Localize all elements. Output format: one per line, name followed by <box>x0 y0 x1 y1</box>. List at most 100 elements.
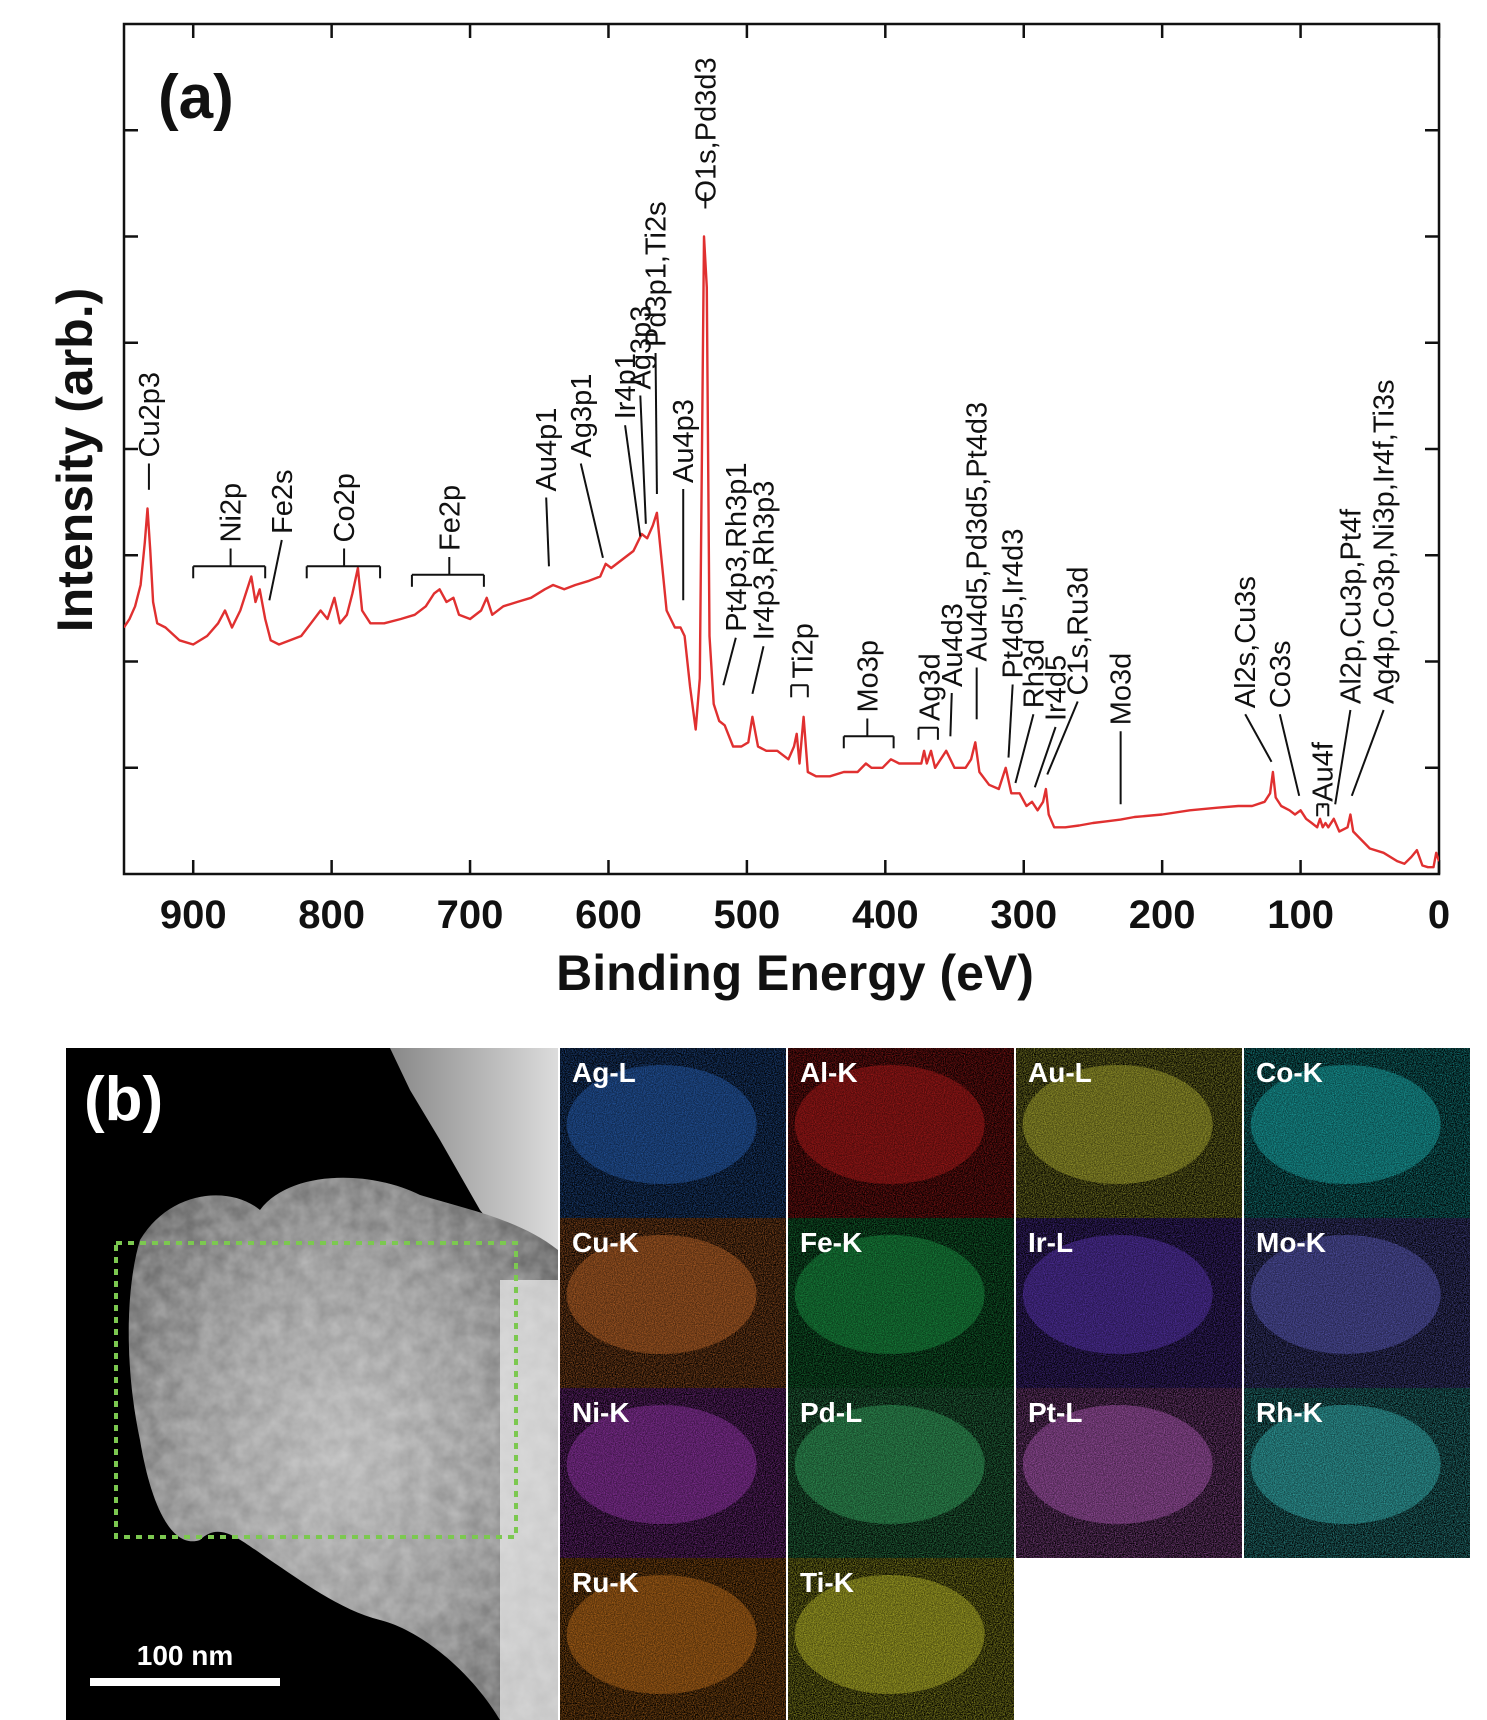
eds-map-al-k: Al-K <box>788 1048 1014 1218</box>
peak-label: Rh3d <box>1018 639 1050 708</box>
panel-b-label: (b) <box>84 1065 163 1134</box>
annotation-leader <box>639 395 647 524</box>
peak-annotation: Al2p,Cu3p,Pt4f <box>1334 508 1367 805</box>
eds-map-fe-k: Fe-K <box>788 1218 1014 1388</box>
eds-map-mo-k: Mo-K <box>1244 1218 1470 1388</box>
peak-label: Co2p <box>329 473 361 542</box>
y-axis-title: Intensity (arb.) <box>47 288 103 632</box>
annotation-leader <box>1244 713 1273 763</box>
panel-a-label: (a) <box>158 63 234 132</box>
annotation-leader <box>1046 701 1079 775</box>
peak-label: Al2s,Cu3s <box>1230 576 1262 708</box>
eds-map-ti-k: Ti-K <box>788 1558 1014 1720</box>
peak-label: Pt4d5,Ir4d3 <box>998 529 1030 679</box>
peak-annotation: Co3s <box>1265 641 1301 797</box>
eds-map-label: Pt-L <box>1028 1397 1082 1428</box>
peak-annotation: Ir4p1 <box>610 353 642 537</box>
peak-annotation: Ir4d5 <box>1033 655 1073 788</box>
annotation-leader <box>624 425 642 537</box>
peak-label: Au4d3 <box>937 603 969 687</box>
annotation-leader <box>545 497 550 567</box>
peak-label: Co3s <box>1265 641 1297 709</box>
peak-label: Au4d5,Pd3d5,Pt4d3 <box>962 402 994 662</box>
peak-label: Mo3p <box>852 640 884 713</box>
xps-survey-chart: 900 800 700 600 500 400 300 200 100 0 Cu2p3 Ni2p Fe… <box>47 22 1450 1001</box>
annotation-leader <box>1007 684 1014 758</box>
haadf-image: 100 nm (b) <box>66 1048 558 1720</box>
eds-map-pd-l: Pd-L <box>788 1388 1014 1558</box>
annotation-leader <box>1033 726 1057 788</box>
selection-box <box>114 1241 518 1539</box>
peak-label: Al2p,Cu3p,Pt4f <box>1335 508 1367 704</box>
peak-annotation: Pd3p1,Ti2s <box>641 201 673 495</box>
x-tick-label: 100 <box>1267 893 1334 937</box>
peak-label: Au4p1 <box>531 408 563 492</box>
peak-annotation: Ag3p1 <box>566 374 604 559</box>
peak-annotation: Au4f <box>1308 741 1340 817</box>
x-tick-labels: 900 800 700 600 500 400 300 200 100 0 <box>160 893 1450 937</box>
peak-annotation: Ag4p,Co3p,Ni3p,Ir4f,Ti3s <box>1350 379 1401 797</box>
eds-map-au-l: Au-L <box>1016 1048 1242 1218</box>
x-tick-label: 900 <box>160 893 227 937</box>
peak-label: Pt4p3,Rh3p1 <box>721 462 753 631</box>
stem-eds-panel: 100 nm (b) Ag-L Al-K Au-L Co-K Cu-K Fe-K Ir-L M… <box>66 1048 1470 1720</box>
peak-annotation: Mo3p <box>842 640 895 749</box>
peak-annotation: Mo3d <box>1106 653 1138 805</box>
peak-label: Pd3p1,Ti2s <box>641 201 673 347</box>
peak-annotation: Au4p3 <box>668 399 700 601</box>
x-axis-title: Binding Energy (eV) <box>556 945 1034 1001</box>
x-tick-label: 700 <box>437 893 504 937</box>
eds-map-label: Ag-L <box>572 1057 636 1088</box>
eds-map-ag-l: Ag-L <box>560 1048 786 1218</box>
eds-map-ru-k: Ru-K <box>560 1558 786 1720</box>
eds-map-label: Rh-K <box>1256 1397 1323 1428</box>
peak-label: Au4f <box>1308 741 1340 802</box>
peak-annotation: Pt4p3,Rh3p1 <box>721 462 753 686</box>
peak-annotation: Pt4d5,Ir4d3 <box>998 529 1030 758</box>
x-tick-label: 300 <box>990 893 1057 937</box>
peak-label: Fe2p <box>434 485 466 551</box>
peak-label: Fe2s <box>267 470 299 534</box>
eds-map-label: Co-K <box>1256 1057 1323 1088</box>
x-tick-label: 800 <box>298 893 365 937</box>
plot-frame <box>122 22 1441 876</box>
eds-map-label: Pd-L <box>800 1397 862 1428</box>
eds-map-cu-k: Cu-K <box>560 1218 786 1388</box>
peak-annotation: Al2s,Cu3s <box>1230 576 1273 763</box>
annotation-leader <box>1014 713 1035 784</box>
peak-label: Au4p3 <box>668 399 700 483</box>
eds-map-label: Cu-K <box>572 1227 639 1258</box>
peak-label: Ag4p,Co3p,Ni3p,Ir4f,Ti3s <box>1369 379 1401 704</box>
eds-map-ir-l: Ir-L <box>1016 1218 1242 1388</box>
peak-annotations: Cu2p3 Ni2p Fe2s Co2p Fe2p Au4p1 Ag3p1 Ir4p1Ag3p… <box>134 57 1401 817</box>
annotation-leader <box>949 692 953 737</box>
peak-annotation: Fe2p <box>410 485 485 587</box>
x-tick-label: 400 <box>852 893 919 937</box>
peak-annotation: Cu2p3 <box>134 372 166 490</box>
peak-label: C1s,Ru3d <box>1063 567 1095 696</box>
annotation-leader <box>1278 714 1301 797</box>
peak-label: Ir4d5 <box>1041 655 1073 721</box>
eds-map-label: Al-K <box>800 1057 858 1088</box>
x-tick-label: 500 <box>714 893 781 937</box>
peak-annotation: Fe2s <box>267 470 299 601</box>
peak-annotation: Co2p <box>305 473 382 579</box>
peak-label: Mo3d <box>1106 653 1138 726</box>
scale-bar <box>90 1678 280 1686</box>
eds-map-co-k: Co-K <box>1244 1048 1470 1218</box>
scale-bar-label: 100 nm <box>137 1640 234 1671</box>
peak-label: Ag3p1 <box>566 374 598 458</box>
x-tick-label: 600 <box>575 893 642 937</box>
x-tick-label: 0 <box>1428 893 1450 937</box>
peak-annotation: Ti2p <box>787 623 819 698</box>
peak-label: Cu2p3 <box>134 372 166 457</box>
peak-annotation: O1s,Pd3d3 <box>690 57 722 209</box>
eds-map-label: Ru-K <box>572 1567 639 1598</box>
annotation-leader <box>751 646 765 695</box>
peak-label: O1s,Pd3d3 <box>690 57 722 202</box>
peak-label: Ti2p <box>787 623 819 678</box>
eds-map-label: Ir-L <box>1028 1227 1073 1258</box>
eds-map-label: Ni-K <box>572 1397 630 1428</box>
xps-spectrum-line <box>124 235 1439 869</box>
